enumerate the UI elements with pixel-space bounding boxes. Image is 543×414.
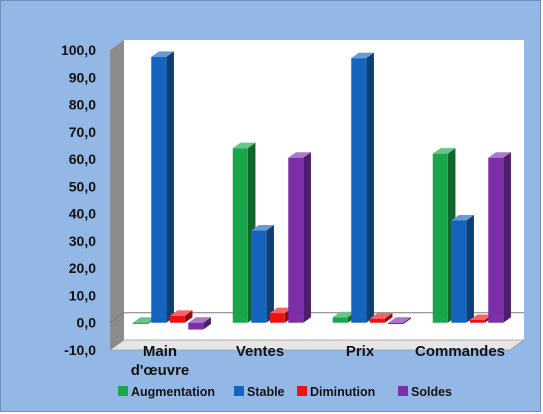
y-tick-label: 20,0 bbox=[69, 260, 96, 276]
zero-line bbox=[109, 312, 524, 324]
y-tick-label: 10,0 bbox=[69, 287, 96, 303]
bar-soldes-1 bbox=[188, 317, 211, 330]
x-category-label: Prix bbox=[346, 343, 375, 360]
legend-label-soldes: Soldes bbox=[411, 385, 452, 399]
bar-stable-2 bbox=[251, 225, 274, 323]
legend-swatch-augmentation bbox=[118, 386, 128, 396]
y-tick-label: 80,0 bbox=[69, 97, 96, 113]
bar-stable-3 bbox=[351, 52, 374, 323]
legend-label-augmentation: Augmentation bbox=[131, 385, 215, 399]
y-tick-label: 0,0 bbox=[77, 315, 97, 331]
y-tick-label: 70,0 bbox=[69, 124, 96, 140]
bar-soldes-2 bbox=[288, 152, 311, 323]
y-tick-label: 60,0 bbox=[69, 151, 96, 167]
legend-swatch-diminution bbox=[297, 386, 307, 396]
legend-label-diminution: Diminution bbox=[310, 385, 375, 399]
y-tick-label: 50,0 bbox=[69, 178, 96, 194]
legend-swatch-stable bbox=[234, 386, 244, 396]
x-category-label: Main bbox=[143, 343, 177, 360]
bar-diminution-1 bbox=[169, 310, 193, 323]
x-category-label: d'œuvre bbox=[131, 362, 190, 379]
bar-soldes-3 bbox=[388, 317, 411, 325]
y-tick-label: -10,0 bbox=[64, 342, 96, 358]
plot-side-wall bbox=[110, 40, 124, 350]
legend-label-stable: Stable bbox=[247, 385, 285, 399]
bar-soldes-4 bbox=[488, 152, 511, 323]
x-category-label: Commandes bbox=[415, 343, 505, 360]
bar-stable-1 bbox=[151, 51, 174, 323]
bar-diminution-3 bbox=[369, 313, 393, 323]
plot-floor bbox=[108, 339, 526, 351]
y-tick-label: 30,0 bbox=[69, 233, 96, 249]
plot-back-wall bbox=[124, 40, 524, 340]
y-tick-label: 100,0 bbox=[61, 42, 96, 58]
y-tick-label: 40,0 bbox=[69, 206, 96, 222]
y-tick-label: 90,0 bbox=[69, 69, 96, 85]
bars bbox=[132, 51, 511, 330]
bar-stable-4 bbox=[451, 214, 474, 323]
x-category-label: Ventes bbox=[236, 343, 284, 360]
legend-swatch-soldes bbox=[398, 386, 408, 396]
